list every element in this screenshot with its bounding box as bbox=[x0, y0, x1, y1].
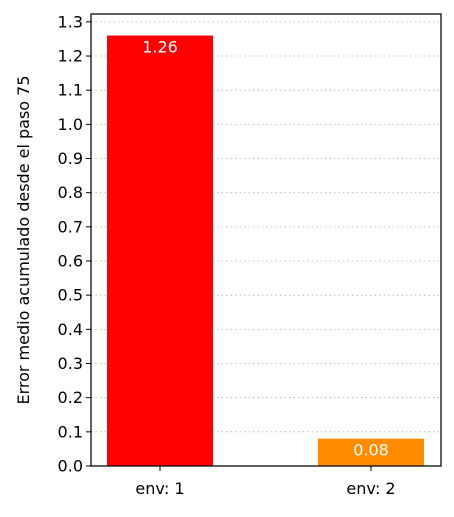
y-tick-label: 0.1 bbox=[58, 422, 83, 441]
y-tick-label: 0.7 bbox=[58, 217, 83, 236]
y-tick-label: 0.3 bbox=[58, 354, 83, 373]
y-axis-label: Error medio acumulado desde el paso 75 bbox=[14, 75, 33, 404]
y-tick-label: 1.2 bbox=[58, 47, 83, 66]
bar-1 bbox=[107, 35, 213, 467]
y-tick-label: 1.0 bbox=[58, 115, 83, 134]
x-tick-label: env: 2 bbox=[346, 479, 395, 498]
plot-frame bbox=[90, 13, 442, 467]
data-labels: 1.26 0.08 bbox=[142, 38, 389, 460]
bar-2 bbox=[318, 438, 424, 466]
y-tick-label: 0.5 bbox=[58, 286, 83, 305]
y-tick-label: 1.3 bbox=[58, 12, 83, 31]
bar-value-label: 0.08 bbox=[353, 441, 389, 460]
bar-value-label: 1.26 bbox=[142, 38, 178, 57]
y-tick-label: 0.9 bbox=[58, 149, 83, 168]
y-tick-label: 0.8 bbox=[58, 183, 83, 202]
y-tick-label: 0.6 bbox=[58, 252, 83, 271]
bars bbox=[107, 35, 424, 467]
y-tick-label: 0.0 bbox=[58, 457, 83, 476]
y-tick-label: 0.2 bbox=[58, 388, 83, 407]
x-tick-label: env: 1 bbox=[135, 479, 184, 498]
y-tick-label: 1.1 bbox=[58, 81, 83, 100]
x-axis-ticks: env: 1 env: 2 bbox=[135, 466, 396, 498]
y-tick-label: 0.4 bbox=[58, 320, 83, 339]
y-axis-ticks: 0.0 0.1 0.2 0.3 0.4 0.5 0.6 0.7 0.8 0.9 1.0 1.1 1.2 1… bbox=[58, 12, 91, 476]
